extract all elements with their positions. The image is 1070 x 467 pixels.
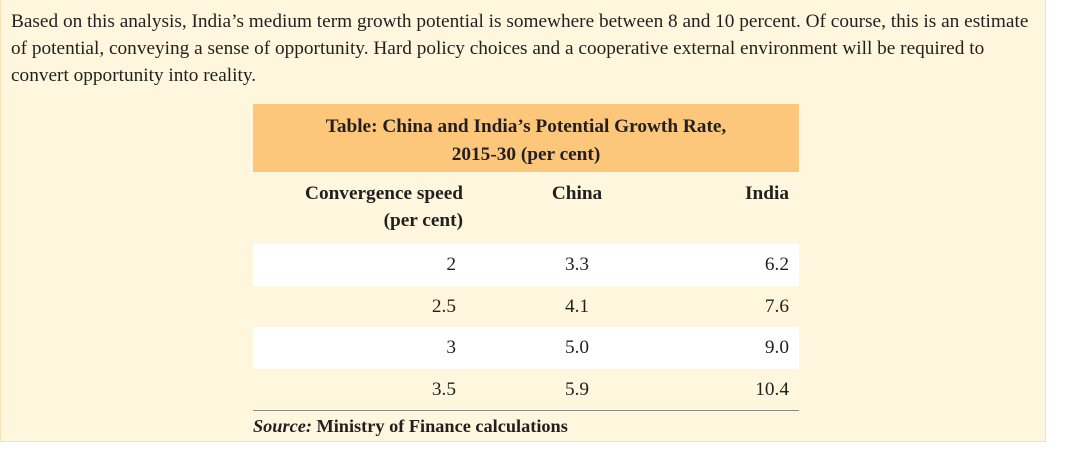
cell-speed: 2.5 (431, 295, 456, 317)
header-china: China (551, 183, 603, 204)
table-row: 2 3.3 6.2 (253, 244, 799, 286)
cell-china: 3.3 (564, 254, 590, 275)
analysis-paragraph: Based on this analysis, India’s medium t… (11, 11, 1029, 86)
header-convergence-speed: Convergence speed (per cent) (253, 180, 463, 234)
header-convergence-speed-line1: Convergence speed (305, 183, 463, 204)
cell-speed: 3.5 (431, 378, 456, 400)
cell-india: 9.0 (764, 337, 789, 358)
growth-rate-table: Table: China and India’s Potential Growt… (253, 104, 799, 437)
cell-china: 4.1 (564, 295, 590, 317)
cell-india: 6.2 (764, 254, 789, 275)
table-bottom-rule (253, 410, 799, 411)
table-title-line2: 2015-30 (per cent) (451, 144, 601, 165)
cell-china: 5.9 (564, 378, 590, 400)
table-title-line1: Table: China and India’s Potential Growt… (325, 116, 727, 137)
cell-india: 7.6 (764, 295, 789, 317)
table-row: 2.5 4.1 7.6 (253, 286, 799, 328)
source-text: Ministry of Finance calculations (311, 416, 568, 436)
table-row: 3 5.0 9.0 (253, 327, 799, 369)
source-label: Source: (253, 416, 312, 436)
cell-china: 5.0 (564, 337, 590, 358)
cell-india: 10.4 (755, 378, 789, 400)
cell-speed: 3 (446, 337, 456, 358)
cell-speed: 2 (446, 254, 456, 275)
table-title: Table: China and India’s Potential Growt… (253, 104, 799, 172)
header-india: India (745, 183, 789, 204)
header-convergence-speed-line2: (per cent) (383, 210, 463, 231)
table-header: Convergence speed (per cent) China India (253, 172, 799, 244)
table-row: 3.5 5.9 10.4 (253, 369, 799, 411)
text-box: Based on this analysis, India’s medium t… (0, 0, 1046, 442)
table-source: Source: Ministry of Finance calculations (253, 415, 799, 437)
